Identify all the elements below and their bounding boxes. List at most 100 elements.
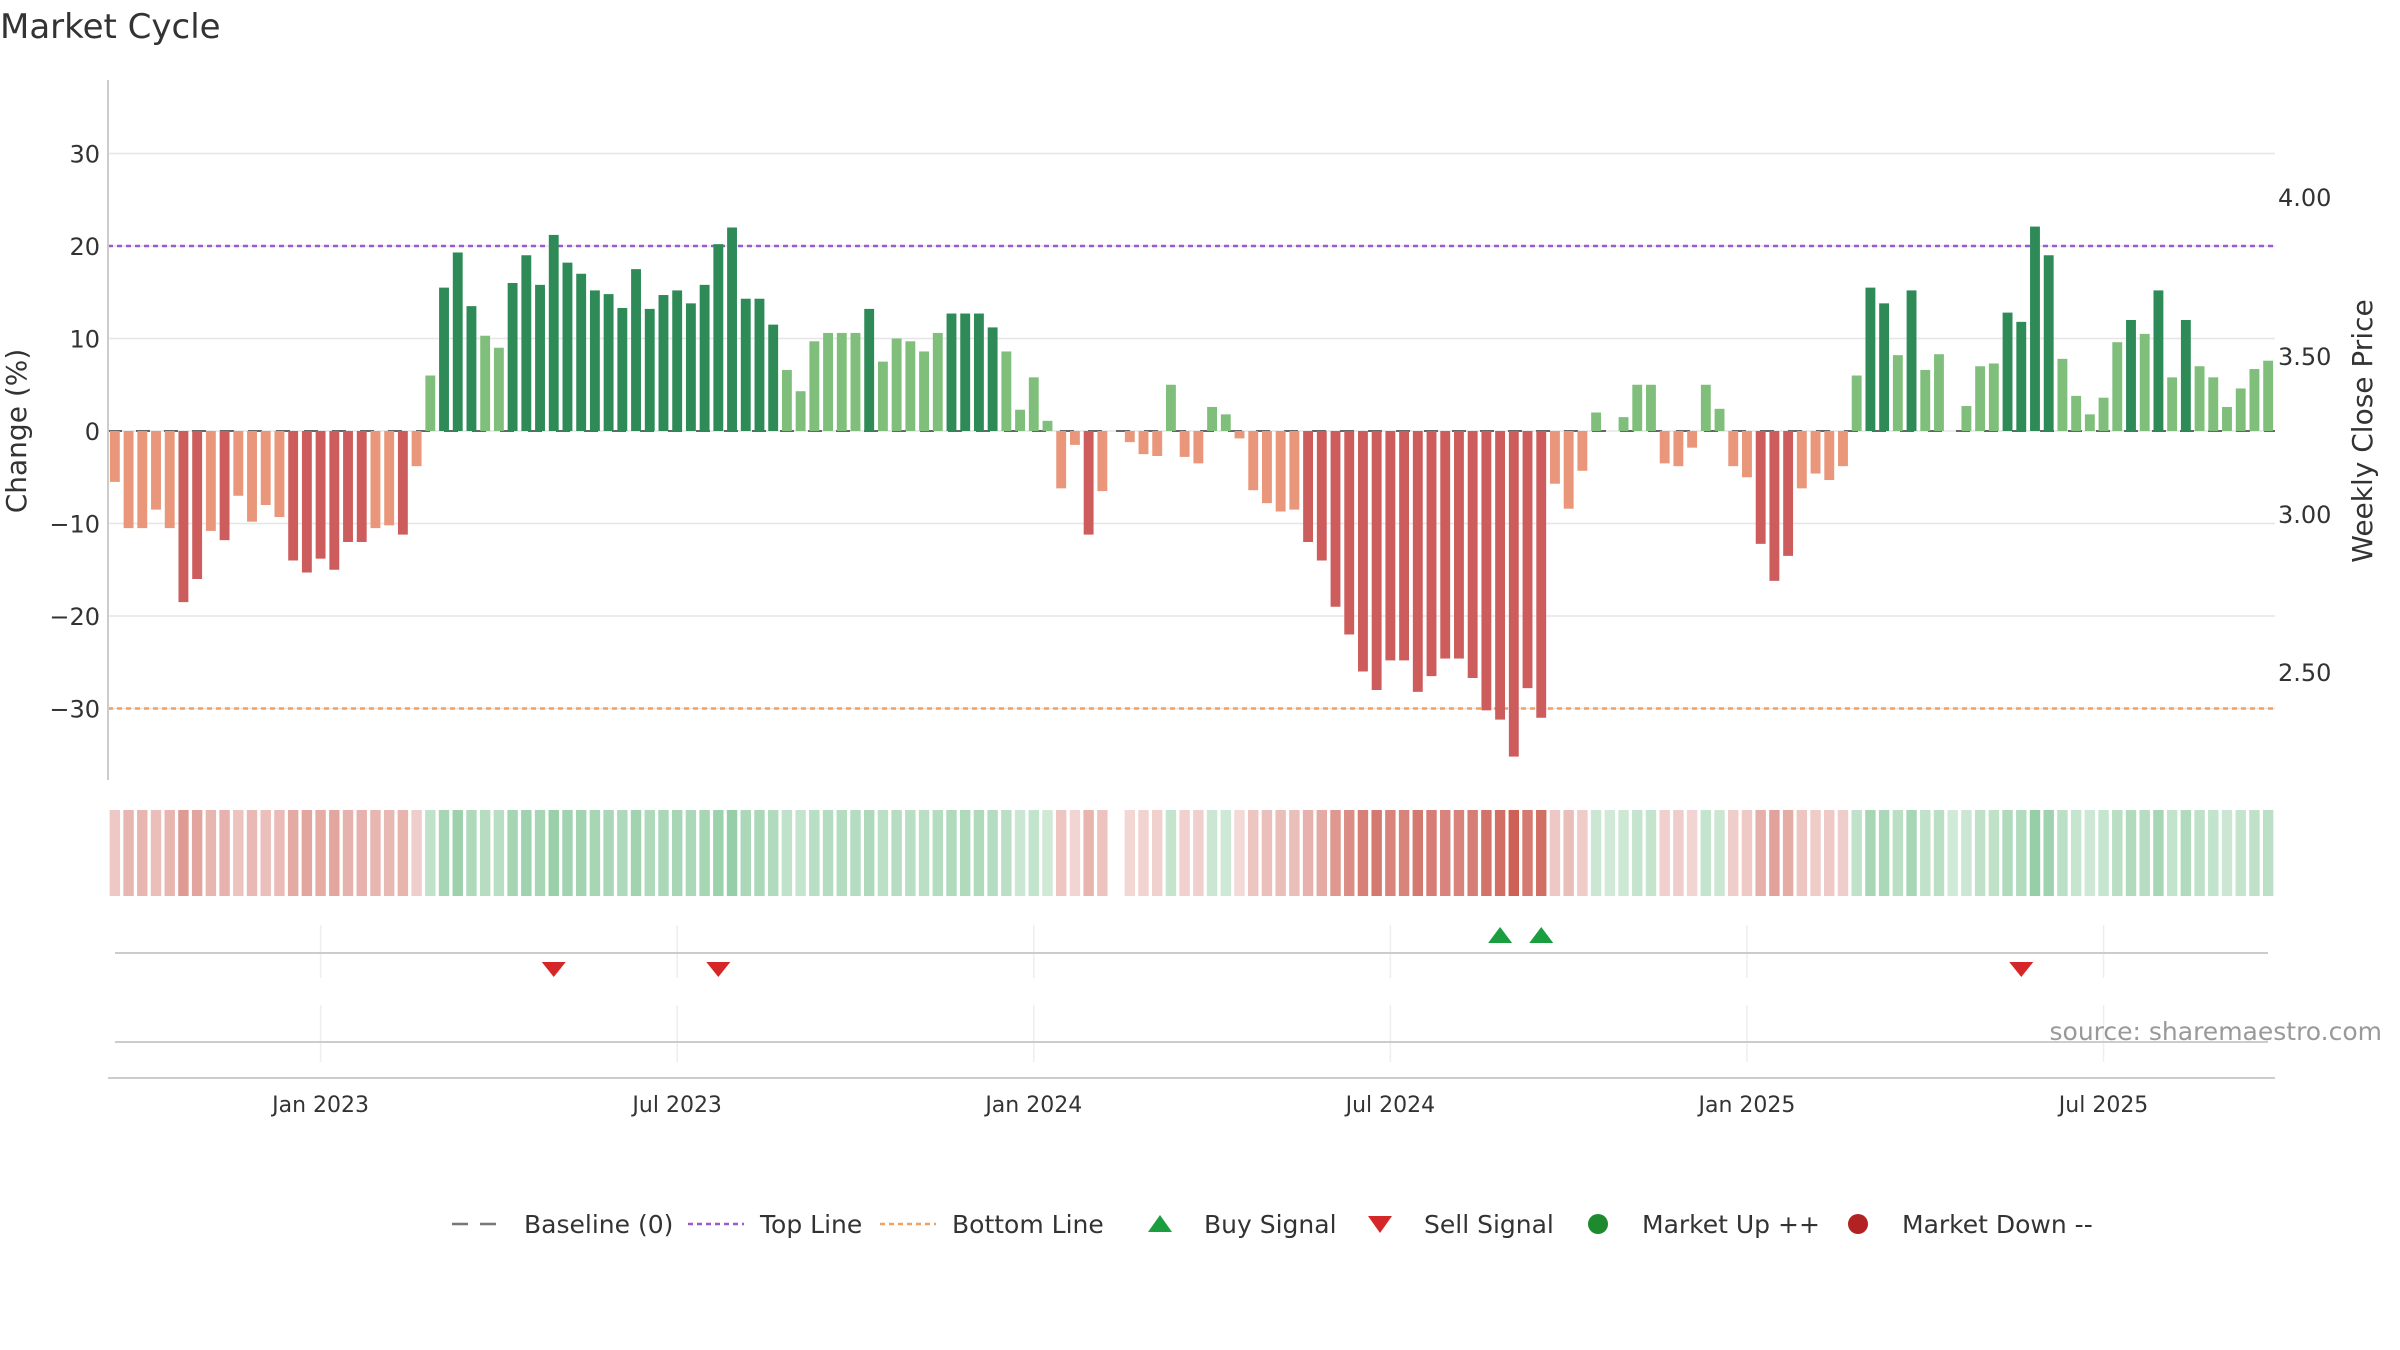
heat-cell: [658, 810, 669, 896]
bar: [754, 298, 765, 431]
bar: [1934, 354, 1944, 431]
bar: [1975, 366, 1986, 431]
heat-cell: [836, 810, 847, 896]
x-tick-label: Jan 2025: [1697, 1093, 1796, 1118]
heat-cell: [671, 810, 683, 896]
y-tick-label: −30: [49, 696, 100, 724]
heat-cell: [809, 810, 820, 896]
bar: [740, 298, 751, 431]
sell-signal-marker: [541, 962, 566, 977]
legend-label: Sell Signal: [1424, 1210, 1554, 1239]
heat-cell: [191, 810, 203, 896]
heat-cell: [109, 810, 121, 896]
bar: [493, 347, 504, 431]
bar: [397, 431, 408, 535]
heat-cell: [1837, 810, 1849, 896]
bar: [823, 332, 833, 431]
heat-cell: [1563, 810, 1574, 896]
bar: [1673, 431, 1684, 467]
bar: [247, 431, 257, 522]
heat-cell: [630, 810, 642, 896]
bar: [2153, 290, 2164, 431]
heat-cell: [2112, 810, 2123, 896]
bar: [356, 431, 367, 542]
heat-cell: [1906, 810, 1917, 896]
bar: [1179, 431, 1190, 457]
bar: [1069, 431, 1080, 445]
heat-cell: [617, 810, 628, 896]
bar: [1083, 431, 1094, 535]
buy-signal-icon: [1148, 1215, 1172, 1232]
heat-cell: [274, 810, 285, 896]
heat-cell: [123, 810, 134, 896]
bar: [1316, 431, 1327, 561]
heat-cell: [2002, 810, 2013, 896]
market-circle-icon: [1588, 1214, 1608, 1234]
bar: [1015, 409, 1025, 431]
y-axis-label: Change (%): [0, 349, 33, 514]
bar: [2222, 406, 2232, 431]
bar: [1028, 377, 1039, 431]
heat-cell: [1755, 810, 1766, 896]
sell-signal-marker: [706, 962, 731, 977]
heat-cell: [1248, 810, 1259, 896]
bar: [1783, 431, 1794, 556]
bar: [1399, 431, 1410, 661]
heat-cell: [2166, 810, 2178, 896]
heat-cell: [2084, 810, 2096, 896]
bar: [1248, 431, 1259, 491]
bar: [329, 431, 340, 570]
bars: [109, 226, 2274, 757]
bar: [123, 431, 134, 529]
bar: [480, 335, 491, 431]
bar: [2057, 358, 2068, 431]
heat-cell: [1097, 810, 1108, 896]
heat-cell: [987, 810, 998, 896]
bar: [836, 332, 847, 431]
bar: [1920, 369, 1931, 431]
bar: [219, 431, 230, 541]
heat-cell: [2098, 810, 2109, 896]
bar: [1591, 412, 1602, 431]
y2-tick-label: 4.00: [2278, 184, 2331, 212]
bar: [603, 294, 614, 431]
heat-cell: [1302, 810, 1314, 896]
y-tick-label: 0: [85, 418, 100, 446]
heat-cell: [1577, 810, 1588, 896]
bar: [1879, 303, 1890, 431]
bar: [1344, 431, 1355, 635]
heat-cell: [850, 810, 861, 896]
heat-cell: [150, 810, 162, 896]
heat-cell: [1824, 810, 1835, 896]
bar: [644, 308, 655, 431]
buy-signal-marker: [1529, 927, 1554, 943]
bar: [864, 308, 875, 431]
heat-cell: [946, 810, 957, 896]
y2-tick-label: 3.00: [2278, 501, 2331, 529]
heat-cell: [548, 810, 559, 896]
heat-cell: [1481, 810, 1492, 896]
bar: [919, 351, 929, 431]
heat-cell: [1728, 810, 1739, 896]
heat-cell: [1371, 810, 1382, 896]
bar: [2194, 366, 2205, 431]
legend-item: Market Up ++: [1588, 1210, 1820, 1239]
bar: [370, 431, 381, 529]
market-circle-icon: [1848, 1214, 1868, 1234]
bar: [727, 227, 737, 431]
heat-cell: [466, 810, 477, 896]
heat-cell: [246, 810, 258, 896]
bar: [2208, 377, 2219, 431]
heat-cell: [178, 810, 189, 896]
bar: [713, 244, 724, 431]
heat-cell: [1892, 810, 1904, 896]
heat-cell: [1920, 810, 1931, 896]
buy-signal-marker: [1488, 927, 1513, 943]
heat-cell: [383, 810, 395, 896]
bar: [1234, 431, 1245, 439]
heat-cell: [1069, 810, 1081, 896]
heat-cell: [1330, 810, 1341, 896]
heat-cell: [425, 810, 436, 896]
bar: [1056, 431, 1067, 489]
heat-cell: [1440, 810, 1451, 896]
